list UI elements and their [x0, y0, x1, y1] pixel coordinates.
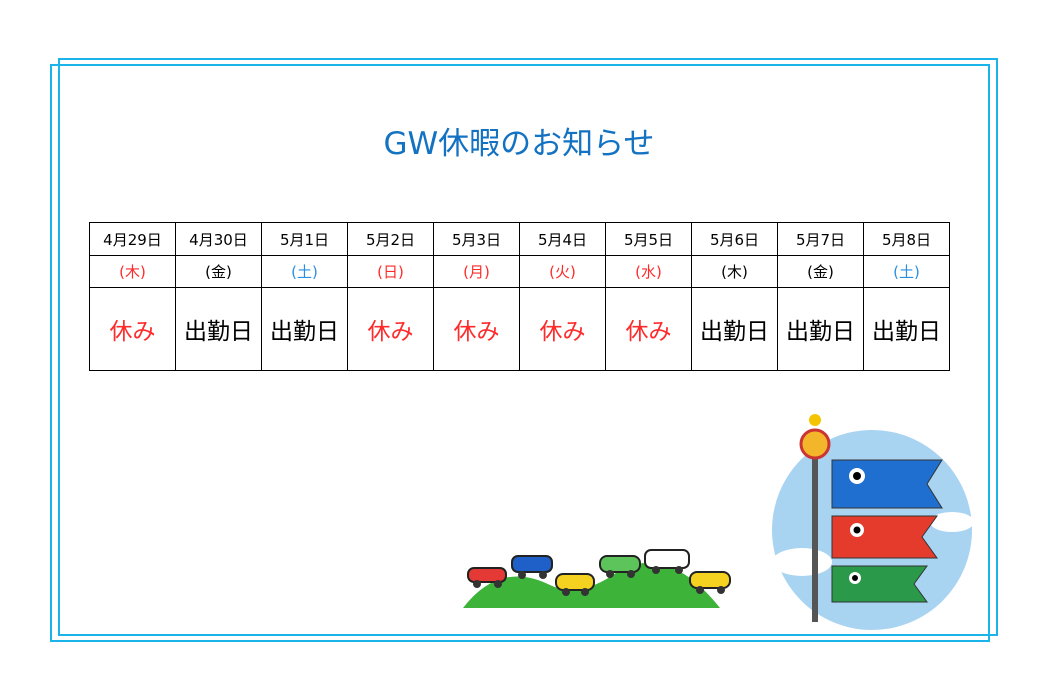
- car-icon: [644, 549, 690, 574]
- car-icon: [511, 555, 553, 579]
- car-icon: [689, 571, 731, 594]
- status-cell: 休み: [89, 287, 176, 371]
- status-cell: 出勤日: [261, 287, 348, 371]
- status-cell: 出勤日: [863, 287, 950, 371]
- date-cell: 5月1日: [261, 222, 348, 256]
- cars-on-hill-illustration: [463, 549, 731, 608]
- date-cell: 5月2日: [347, 222, 434, 256]
- car-icon: [467, 567, 507, 588]
- date-cell: 4月30日: [175, 222, 262, 256]
- weekday-cell: (水): [605, 255, 692, 288]
- weekday-cell: (土): [863, 255, 950, 288]
- status-cell: 休み: [347, 287, 434, 371]
- weekday-cell: (金): [175, 255, 262, 288]
- weekday-cell: (日): [347, 255, 434, 288]
- date-cell: 5月6日: [691, 222, 778, 256]
- weekday-cell: (火): [519, 255, 606, 288]
- frame-outer: [58, 58, 998, 636]
- status-cell: 出勤日: [691, 287, 778, 371]
- status-cell: 休み: [433, 287, 520, 371]
- weekday-cell: (土): [261, 255, 348, 288]
- status-row: 休み 出勤日 出勤日 休み 休み 休み 休み 出勤日 出勤日 出勤日: [89, 287, 950, 371]
- weekday-cell: (金): [777, 255, 864, 288]
- date-cell: 5月3日: [433, 222, 520, 256]
- frame-inner: [50, 64, 990, 642]
- weekday-cell: (木): [691, 255, 778, 288]
- koinobori-illustration: [772, 414, 974, 630]
- date-row: 4月29日 4月30日 5月1日 5月2日 5月3日 5月4日 5月5日 5月6日 5月7日 5月…: [89, 222, 950, 256]
- page-title: GW休暇のお知らせ: [383, 126, 655, 162]
- weekday-cell: (木): [89, 255, 176, 288]
- weekday-row: (木) (金) (土) (日) (月) (火) (水) (木) (金) (土): [89, 255, 950, 288]
- date-cell: 4月29日: [89, 222, 176, 256]
- date-cell: 5月5日: [605, 222, 692, 256]
- schedule-table: 4月29日 4月30日 5月1日 5月2日 5月3日 5月4日 5月5日 5月6日 5月7日 5月…: [89, 222, 950, 371]
- date-cell: 5月8日: [863, 222, 950, 256]
- status-cell: 休み: [605, 287, 692, 371]
- date-cell: 5月7日: [777, 222, 864, 256]
- car-icon: [599, 555, 641, 578]
- status-cell: 出勤日: [777, 287, 864, 371]
- status-cell: 出勤日: [175, 287, 262, 371]
- car-icon: [555, 573, 595, 596]
- weekday-cell: (月): [433, 255, 520, 288]
- status-cell: 休み: [519, 287, 606, 371]
- date-cell: 5月4日: [519, 222, 606, 256]
